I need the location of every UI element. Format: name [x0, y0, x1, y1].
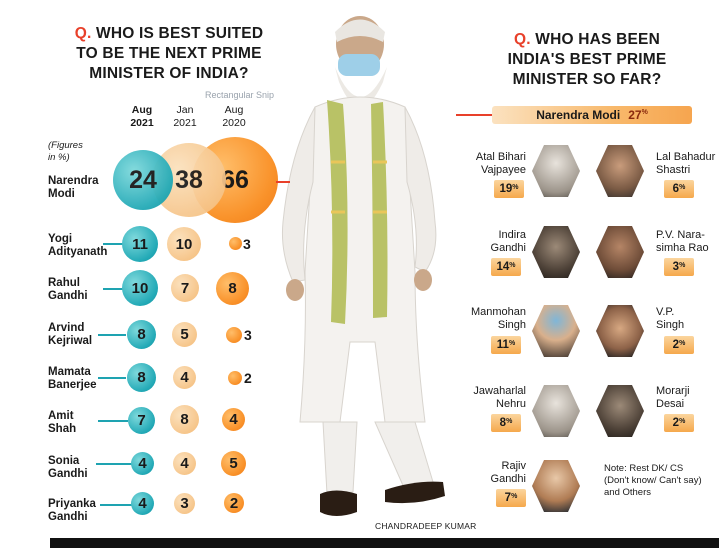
connector-line — [98, 377, 126, 379]
bubble-aug-2020: 5 — [221, 451, 246, 476]
connector-line-right — [456, 114, 494, 116]
candidate-name: Amit Shah — [48, 410, 77, 435]
candidate-name: Rahul Gandhi — [48, 277, 88, 302]
pm-pct-badge: 8% — [491, 414, 521, 432]
portrait-manmohan-singh — [532, 305, 580, 357]
candidate-name: Yogi Adityanath — [48, 233, 108, 258]
footnote: Note: Rest DK/ CS (Don't know/ Can't say… — [604, 463, 702, 498]
candidate-name: Narendra Modi — [48, 175, 99, 200]
pm-pct-badge: 7% — [496, 489, 526, 507]
figures-note: (Figures in %) — [48, 140, 83, 163]
pm-name: Jawaharlal Nehru — [473, 385, 526, 410]
connector-line — [98, 334, 126, 336]
pm-name: Lal Bahadur Shastri — [656, 151, 716, 176]
pm-name: Rajiv Gandhi — [490, 460, 526, 485]
bubble-aug-2020: 8 — [216, 272, 249, 305]
narendra-modi-photo — [282, 16, 445, 516]
bubble-aug-2021: 11 — [122, 226, 158, 262]
pm-name: Atal Bihari Vajpayee — [475, 151, 526, 176]
candidate-name: Arvind Kejriwal — [48, 322, 93, 347]
pm-pct-badge: 11% — [491, 336, 521, 354]
connector-line — [98, 420, 128, 422]
bubble-aug-2020 — [226, 327, 242, 343]
bubble-jan-2021: 4 — [173, 452, 196, 475]
connector-line — [103, 288, 123, 290]
bubble-aug-2021: 8 — [127, 363, 156, 392]
pm-name: P.V. Nara- simha Rao — [656, 229, 709, 254]
portrait-vp-singh — [596, 305, 644, 357]
left-question-title: Q. WHO IS BEST SUITED TO BE THE NEXT PRI… — [74, 25, 264, 82]
portrait-rajiv-gandhi — [532, 460, 580, 512]
best-pm-top-pct: 27% — [628, 108, 648, 122]
pm-pct-badge: 3% — [664, 258, 694, 276]
bubble-aug-2021: 7 — [128, 407, 155, 434]
portrait-indira-gandhi — [532, 226, 580, 278]
column-header-aug-2021: Aug 2021 — [130, 104, 154, 129]
bubble-jan-2021: 4 — [173, 366, 196, 389]
pm-pct-badge: 14% — [491, 258, 521, 276]
portrait-jawaharlal-nehru — [532, 385, 580, 437]
snip-overlay-label: Rectangular Snip — [205, 90, 275, 100]
pm-name: Manmohan Singh — [470, 306, 526, 331]
connector-line-left — [276, 181, 290, 183]
pm-pct-badge: 2% — [664, 414, 694, 432]
portrait-atal-bihari-vajpayee — [532, 145, 580, 197]
bubble-jan-2021: 7 — [171, 274, 199, 302]
pm-pct-badge: 6% — [664, 180, 694, 198]
portrait-pv-narasimha-rao — [596, 226, 644, 278]
pm-pct-badge: 19% — [494, 180, 524, 198]
bubble-aug-2020 — [229, 237, 242, 250]
portrait-morarji-desai — [596, 385, 644, 437]
value-label: 3 — [243, 236, 251, 252]
bubble-aug-2021: 24 — [113, 150, 173, 210]
candidate-name: Priyanka Gandhi — [48, 498, 96, 523]
bubble-aug-2020 — [228, 371, 242, 385]
column-header-aug-2020: Aug 2020 — [222, 104, 246, 129]
column-header-jan-2021: Jan 2021 — [173, 104, 197, 129]
bubble-jan-2021: 3 — [174, 493, 195, 514]
candidate-name: Mamata Banerjee — [48, 366, 97, 391]
bubble-aug-2021: 4 — [131, 452, 154, 475]
bubble-aug-2020: 4 — [222, 408, 245, 431]
pm-name: Indira Gandhi — [490, 229, 526, 254]
candidate-name: Sonia Gandhi — [48, 455, 88, 480]
connector-line — [96, 463, 132, 465]
bottom-bar — [50, 538, 719, 548]
bubble-jan-2021: 8 — [170, 405, 199, 434]
bubble-aug-2021: 8 — [127, 320, 156, 349]
pm-pct-badge: 2% — [664, 336, 694, 354]
connector-line — [103, 243, 123, 245]
portrait-lal-bahadur-shastri — [596, 145, 644, 197]
best-pm-top-bar: Narendra Modi 27% — [492, 106, 692, 124]
pm-name: Morarji Desai — [656, 385, 690, 410]
photo-credit: CHANDRADEEP KUMAR — [375, 521, 477, 531]
connector-line — [100, 504, 132, 506]
bubble-aug-2020: 2 — [224, 493, 244, 513]
value-label: 3 — [244, 327, 252, 343]
bubble-aug-2021: 4 — [131, 492, 154, 515]
value-label: 2 — [244, 370, 252, 386]
bubble-aug-2021: 10 — [122, 270, 158, 306]
pm-name: V.P. Singh — [656, 306, 685, 331]
bubble-jan-2021: 10 — [167, 227, 201, 261]
right-question-title: Q. WHO HAS BEEN INDIA'S BEST PRIME MINIS… — [507, 31, 667, 88]
bubble-jan-2021: 5 — [172, 322, 197, 347]
